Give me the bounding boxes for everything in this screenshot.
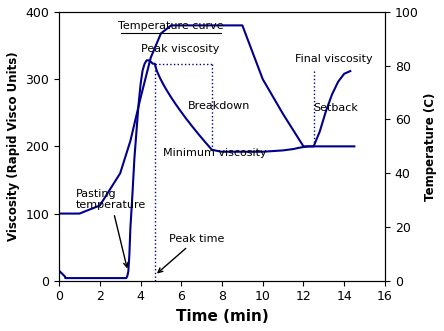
X-axis label: Time (min): Time (min): [176, 309, 268, 324]
Text: Breakdown: Breakdown: [187, 101, 250, 112]
Text: Setback: Setback: [313, 103, 358, 114]
Y-axis label: Temperature (C): Temperature (C): [424, 92, 437, 201]
Text: Pasting
temperature: Pasting temperature: [75, 189, 146, 267]
Text: Temperature curve: Temperature curve: [118, 21, 224, 31]
Text: Minimum viscosity: Minimum viscosity: [163, 148, 266, 159]
Text: Peak viscosity: Peak viscosity: [141, 44, 219, 54]
Text: Final viscosity: Final viscosity: [295, 54, 373, 64]
Text: Peak time: Peak time: [158, 234, 224, 272]
Y-axis label: Viscosity (Rapid Visco Units): Viscosity (Rapid Visco Units): [7, 52, 20, 241]
